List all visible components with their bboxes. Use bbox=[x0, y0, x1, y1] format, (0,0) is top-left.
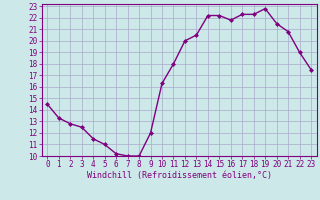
X-axis label: Windchill (Refroidissement éolien,°C): Windchill (Refroidissement éolien,°C) bbox=[87, 171, 272, 180]
